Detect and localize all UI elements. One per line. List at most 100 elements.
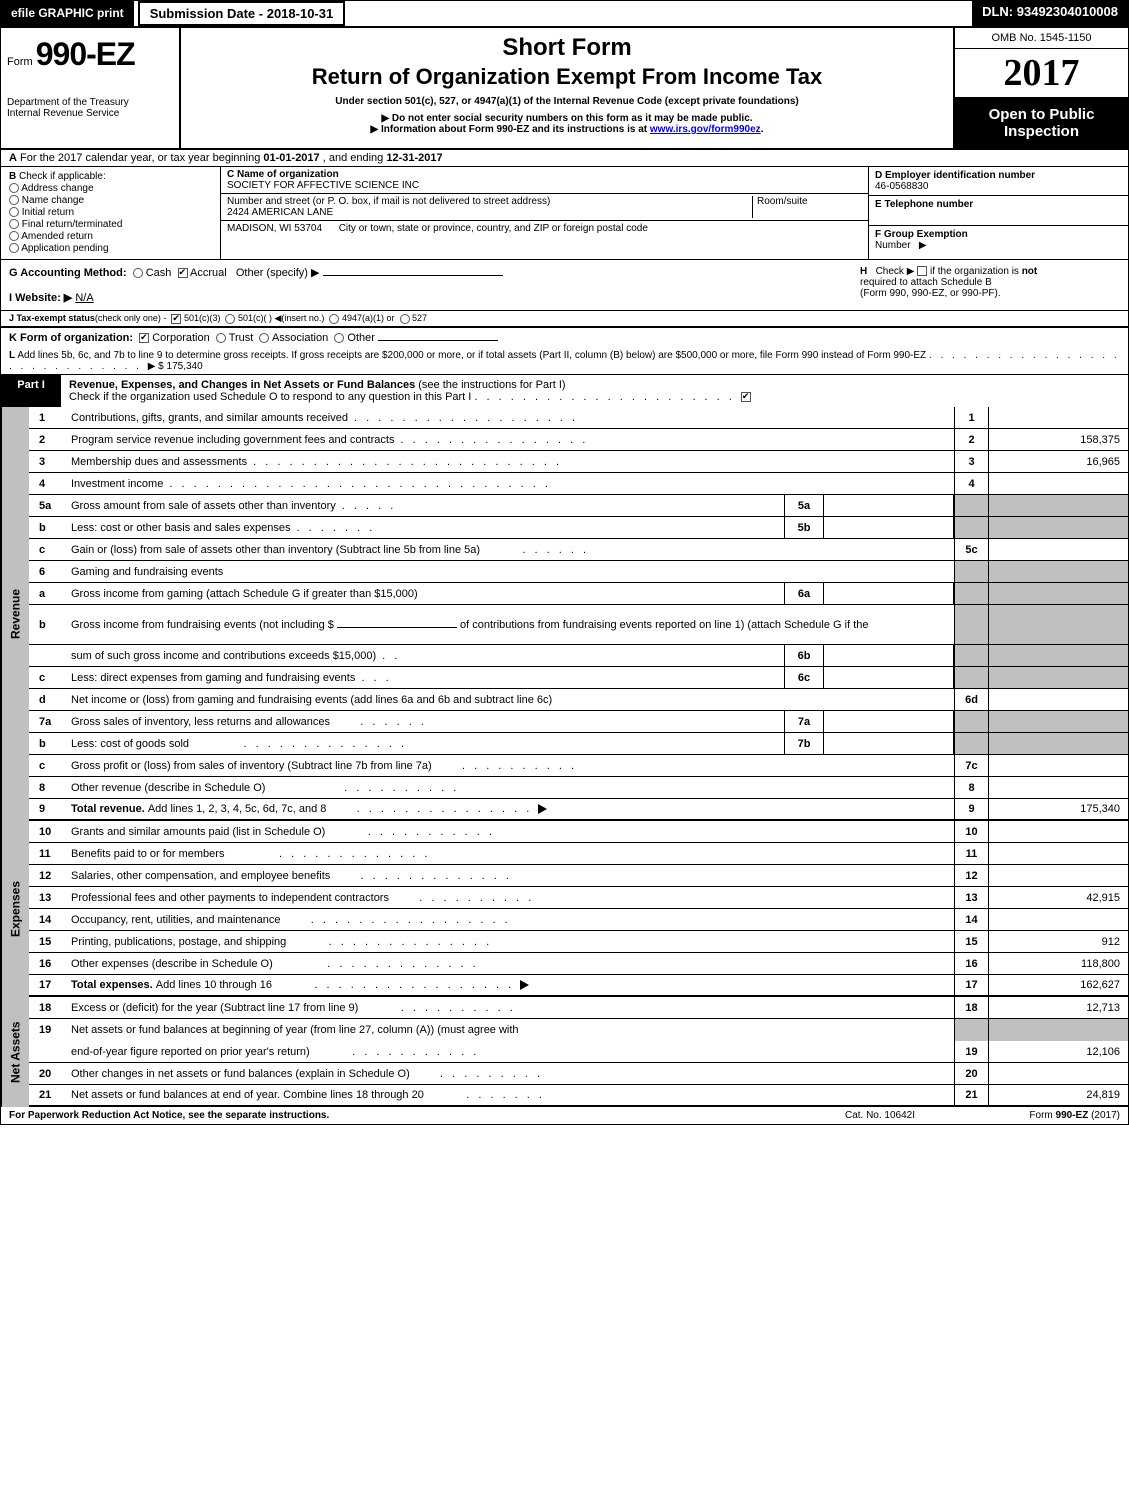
line-11: 11 Benefits paid to or for members . . .… [29,843,1128,865]
ln15-text: Printing, publications, postage, and shi… [71,936,286,948]
ln7a-val [988,711,1128,732]
ln16-num: 16 [29,958,67,970]
k-label: K Form of organization: [9,332,133,344]
ln15-rnum: 15 [954,931,988,952]
opt-application-pending[interactable]: Application pending [9,243,212,254]
ln13-rnum: 13 [954,887,988,908]
gh-row: G Accounting Method: Cash Accrual Other … [1,260,1128,311]
line-4: 4 Investment income . . . . . . . . . . … [29,473,1128,495]
ln7b-sb: 7b [784,733,824,754]
opt-name-change[interactable]: Name change [9,195,212,206]
dln-label: DLN: [982,4,1017,19]
line-7a: 7a Gross sales of inventory, less return… [29,711,1128,733]
ln15-num: 15 [29,936,67,948]
radio-501c[interactable] [225,314,235,324]
ln8-val [988,777,1128,798]
radio-other-org[interactable] [334,333,344,343]
ln1-rnum: 1 [954,407,988,428]
ln6-num: 6 [29,566,67,578]
opt-initial-return[interactable]: Initial return [9,207,212,218]
opt-address-change[interactable]: Address change [9,183,212,194]
efile-print-button[interactable]: efile GRAPHIC print [1,1,134,26]
ln20-desc: Other changes in net assets or fund bala… [67,1065,954,1083]
ln6a-num: a [29,588,67,600]
ln10-desc: Grants and similar amounts paid (list in… [67,823,954,841]
ln7b-rnum [954,733,988,754]
ln6b-blank[interactable] [337,627,457,628]
submission-date-box: Submission Date - 2018-10-31 [138,1,346,26]
ln7b-desc: Less: cost of goods sold . . . . . . . .… [67,735,784,753]
ln5c-desc: Gain or (loss) from sale of assets other… [67,541,954,559]
radio-assoc[interactable] [259,333,269,343]
check-accrual[interactable] [178,268,188,278]
ln2-num: 2 [29,434,67,446]
ln7b-text: Less: cost of goods sold [71,738,189,750]
check-schedule-o[interactable] [741,392,751,402]
ln17-num: 17 [29,979,67,991]
line-5b: b Less: cost or other basis and sales ex… [29,517,1128,539]
ln6a-rnum [954,583,988,604]
ln6d-rnum: 6d [954,689,988,710]
line-14: 14 Occupancy, rent, utilities, and maint… [29,909,1128,931]
line-6d: d Net income or (loss) from gaming and f… [29,689,1128,711]
radio-4947[interactable] [329,314,339,324]
ln11-desc: Benefits paid to or for members . . . . … [67,845,954,863]
ln6c-num: c [29,672,67,684]
radio-527[interactable] [400,314,410,324]
ln19-num: 19 [29,1024,67,1036]
ln14-text: Occupancy, rent, utilities, and maintena… [71,914,281,926]
line-17: 17 Total expenses. Add lines 10 through … [29,975,1128,997]
check-501c3[interactable] [171,314,181,324]
addr-label: Number and street (or P. O. box, if mail… [227,196,550,207]
ln17-desc: Total expenses. Add lines 10 through 16 … [67,976,954,994]
dept-treasury: Department of the Treasury [7,97,173,108]
ln9-desc: Total revenue. Add lines 1, 2, 3, 4, 5c,… [67,800,954,818]
opt-address-change-label: Address change [21,183,93,194]
row-a-pre: For the 2017 calendar year, or tax year … [20,152,263,164]
line-18: 18 Excess or (deficit) for the year (Sub… [29,997,1128,1019]
netassets-section: Net Assets 18 Excess or (deficit) for th… [1,997,1128,1107]
ln19-rnum: 19 [954,1041,988,1062]
opt-amended-return[interactable]: Amended return [9,231,212,242]
bc-row: B Check if applicable: Address change Na… [1,167,1128,260]
ln7b-val [988,733,1128,754]
ln16-desc: Other expenses (describe in Schedule O) … [67,955,954,973]
check-corp[interactable] [139,333,149,343]
ln6d-val [988,689,1128,710]
ln10-val [988,821,1128,842]
ln4-rnum: 4 [954,473,988,494]
ln14-rnum: 14 [954,909,988,930]
other-specify-input[interactable] [323,275,503,276]
check-h[interactable] [917,266,927,276]
form-number-box: Form 990-EZ Department of the Treasury I… [1,28,181,148]
ln19-desc: Net assets or fund balances at beginning… [67,1021,954,1039]
ln21-val: 24,819 [988,1085,1128,1105]
irs-link[interactable]: www.irs.gov/form990ez [650,124,761,135]
short-form-title: Short Form [191,34,943,62]
k-other-input[interactable] [378,340,498,341]
k-trust: Trust [229,332,254,344]
ln11-val [988,843,1128,864]
row-h: H Check ▶ if the organization is not req… [860,266,1120,304]
netassets-lines: 18 Excess or (deficit) for the year (Sub… [29,997,1128,1107]
line-3: 3 Membership dues and assessments . . . … [29,451,1128,473]
warning-ssn: ▶ Do not enter social security numbers o… [191,113,943,124]
ln14-num: 14 [29,914,67,926]
opt-final-return-label: Final return/terminated [22,219,123,230]
ln19-rnum-grey [954,1019,988,1041]
opt-final-return[interactable]: Final return/terminated [9,219,212,230]
ln6c-rnum [954,667,988,688]
part1-title: Revenue, Expenses, and Changes in Net As… [69,379,418,391]
ln19b-text: end-of-year figure reported on prior yea… [71,1046,310,1058]
ein-value: 46-0568830 [875,181,928,192]
line-16: 16 Other expenses (describe in Schedule … [29,953,1128,975]
radio-cash[interactable] [133,268,143,278]
tax-year: 2017 [955,49,1128,98]
ln6c-val [988,667,1128,688]
part1-title-cell: Revenue, Expenses, and Changes in Net As… [61,375,1128,407]
radio-trust[interactable] [216,333,226,343]
ln6-desc: Gaming and fundraising events [67,563,954,581]
side-revenue: Revenue [1,407,29,821]
org-name-label: C Name of organization [227,169,339,180]
box-b: B Check if applicable: Address change Na… [1,167,221,259]
